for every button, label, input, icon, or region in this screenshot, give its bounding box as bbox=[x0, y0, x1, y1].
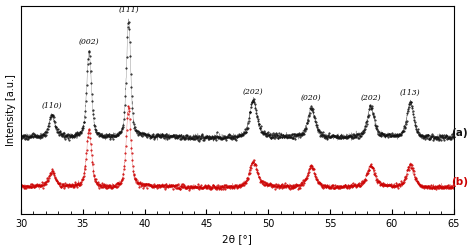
Text: (113): (113) bbox=[400, 88, 420, 96]
Text: (a): (a) bbox=[451, 128, 468, 138]
Text: (111): (111) bbox=[118, 6, 139, 14]
Text: (202): (202) bbox=[243, 88, 264, 96]
Text: (b): (b) bbox=[451, 178, 468, 188]
Y-axis label: Intensity [a.u.]: Intensity [a.u.] bbox=[6, 74, 16, 146]
Text: (110): (110) bbox=[42, 102, 62, 110]
Text: (202): (202) bbox=[360, 94, 381, 102]
Text: (020): (020) bbox=[301, 94, 322, 102]
X-axis label: 2θ [°]: 2θ [°] bbox=[222, 234, 252, 244]
Text: (002): (002) bbox=[79, 38, 100, 46]
